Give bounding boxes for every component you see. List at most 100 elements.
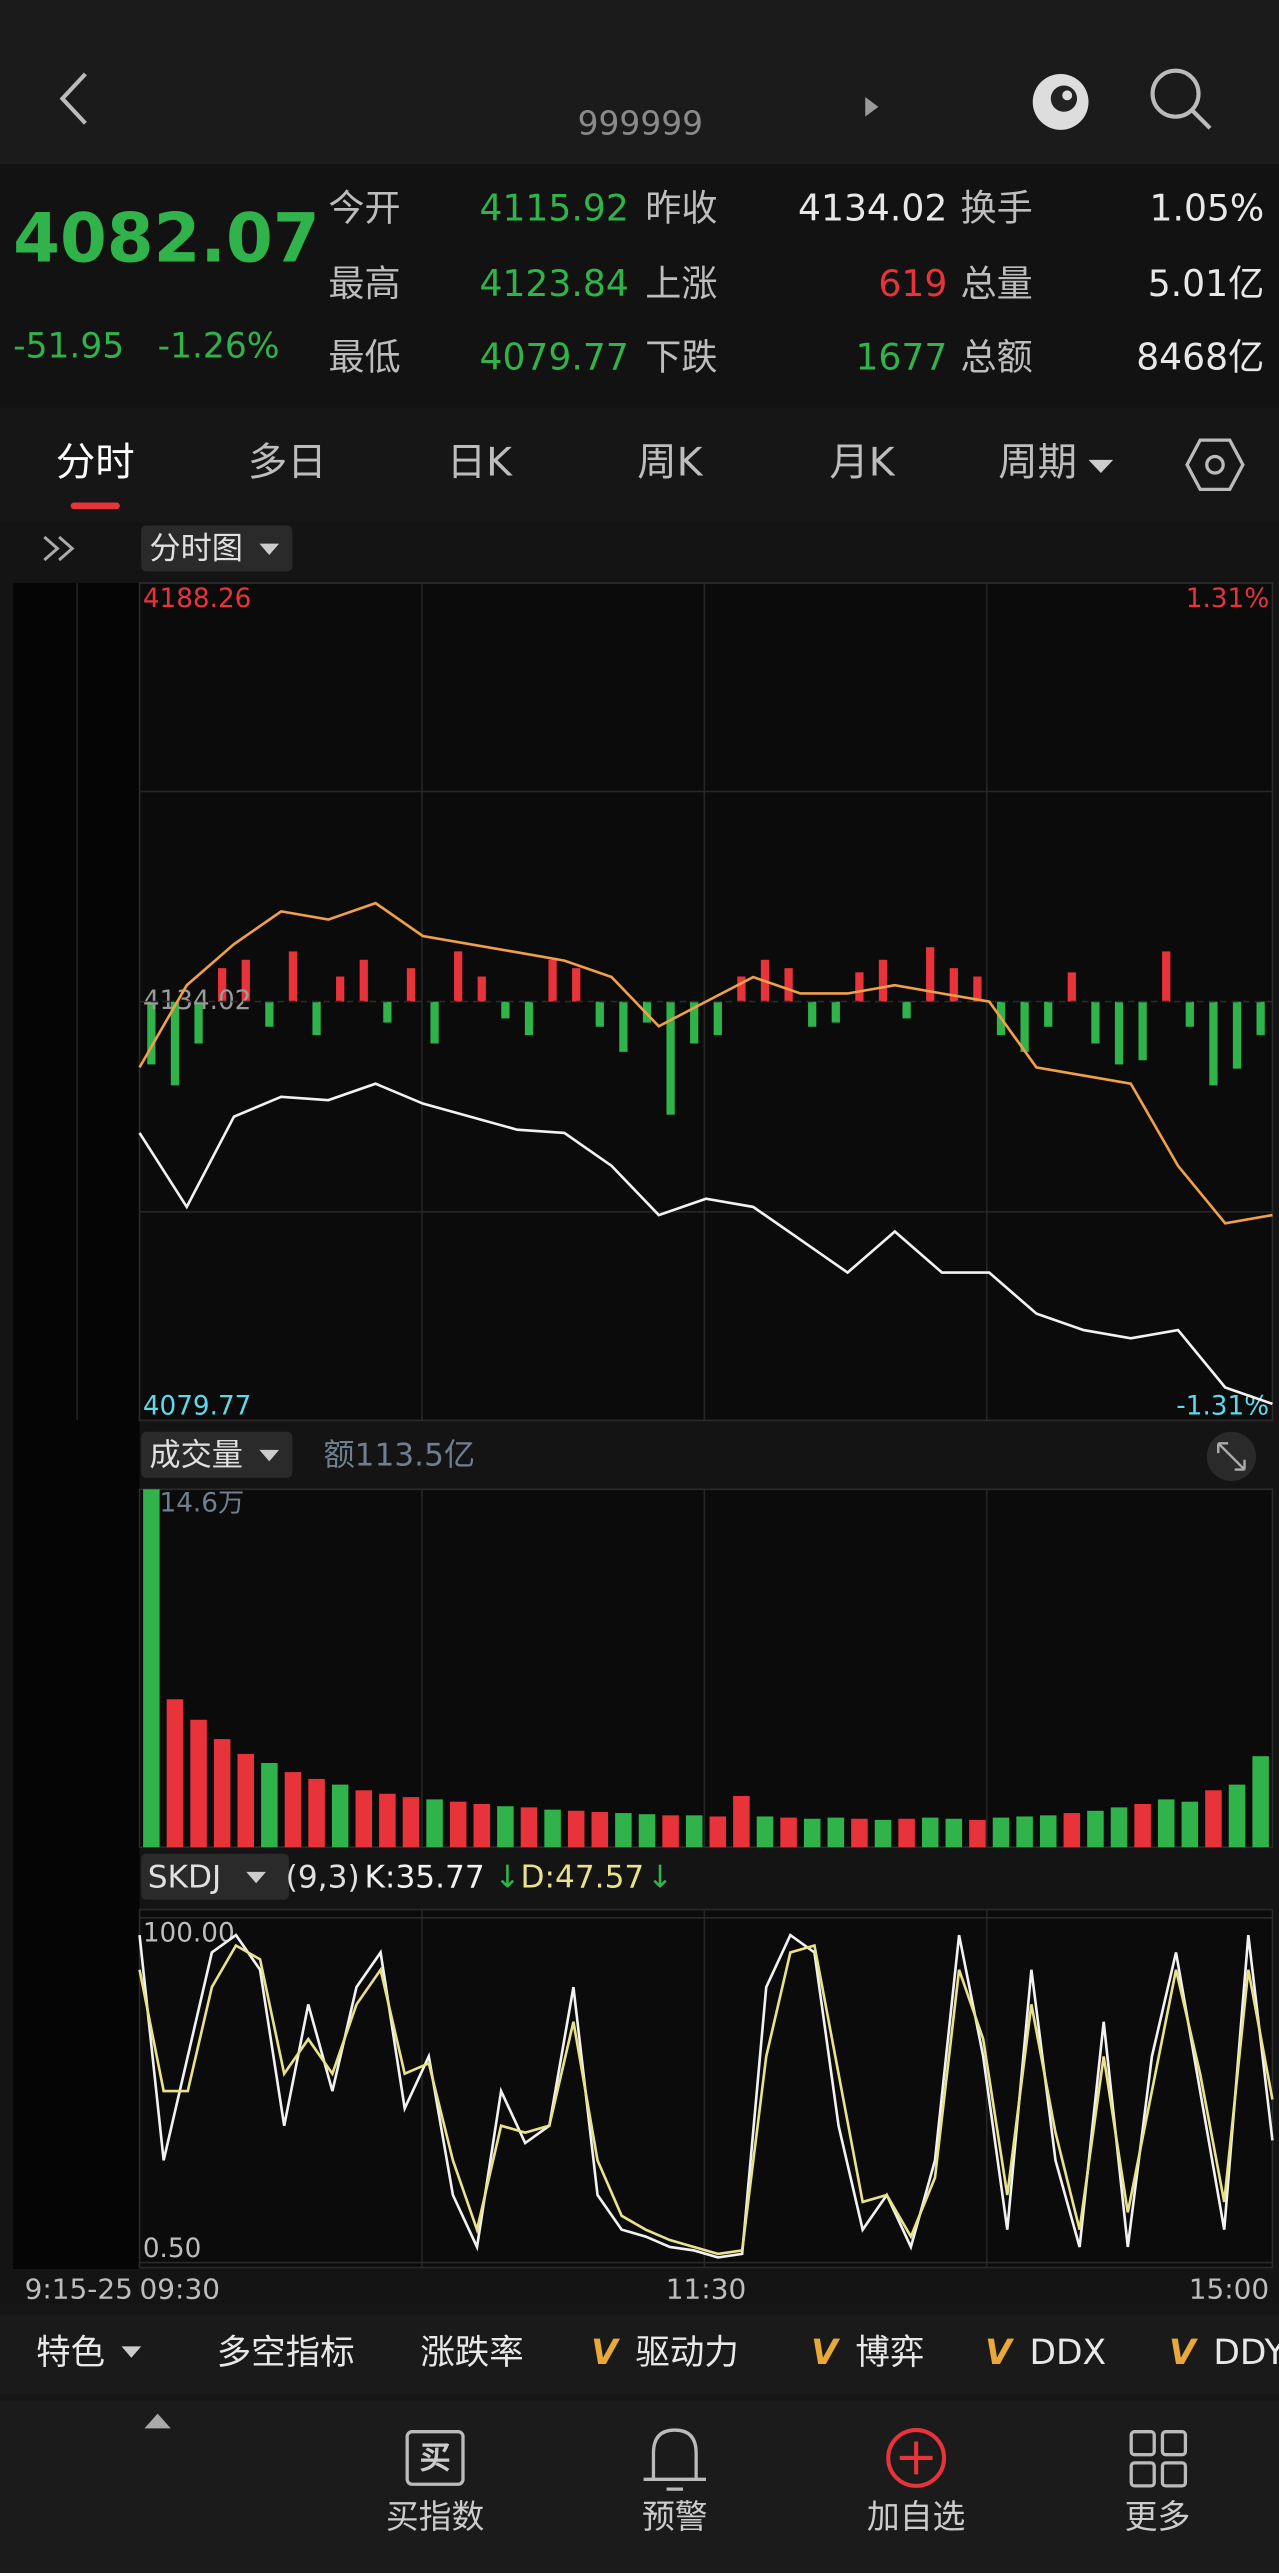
indicator-item[interactable]: 涨跌率 (420, 2333, 523, 2373)
bar (567, 1810, 585, 1848)
field-label: 总额 (960, 336, 1032, 379)
field-label: 上涨 (645, 262, 717, 305)
bar (855, 972, 864, 1002)
dropdown-arrow (246, 1871, 266, 1884)
nav-item[interactable]: 预警 (642, 2498, 708, 2536)
back-button[interactable] (59, 72, 87, 125)
y-tick-label: 4079.77 (143, 1392, 252, 1422)
bar (1228, 1784, 1246, 1848)
nav-item[interactable]: 买指数 (386, 2498, 484, 2536)
next-arrow[interactable] (865, 96, 879, 117)
tab[interactable]: 多日 (248, 439, 327, 485)
volume-tool-button[interactable] (141, 1431, 293, 1478)
tab[interactable]: 分时 (56, 439, 135, 485)
bar (312, 1001, 321, 1036)
bar (1091, 1001, 1100, 1044)
bar (402, 1797, 420, 1848)
price-change-pct: -1.26% (158, 327, 280, 367)
bar (1232, 1001, 1242, 1069)
bar (831, 1001, 840, 1023)
bar (406, 968, 416, 1002)
time-label: 11:30 (666, 2272, 746, 2305)
fullscreen-button[interactable] (1206, 1431, 1257, 1482)
bar (170, 1001, 180, 1086)
settings-icon[interactable] (1185, 438, 1245, 492)
bar (355, 1790, 373, 1848)
chart-tool-button[interactable] (141, 525, 293, 572)
bar (969, 1819, 986, 1848)
bar (166, 1699, 184, 1848)
indicator-item[interactable]: 多空指标 (217, 2333, 355, 2373)
bar (1209, 1001, 1218, 1086)
bar (190, 1719, 207, 1848)
series-line (138, 1082, 1273, 1406)
nav-item[interactable]: 加自选 (867, 2498, 965, 2536)
tab[interactable]: 周期 (998, 439, 1077, 485)
nav-item[interactable]: 更多 (1125, 2498, 1191, 2536)
bar (595, 1001, 604, 1027)
bar (477, 976, 486, 1002)
robot-icon[interactable] (1032, 73, 1089, 130)
tab[interactable]: 日K (447, 439, 513, 485)
indicator-item[interactable]: 驱动力 (635, 2333, 738, 2373)
more-icon (1129, 2430, 1188, 2488)
bar (430, 1001, 439, 1044)
field-value: 1.05% (1150, 186, 1265, 229)
bar (733, 1795, 750, 1848)
bar (949, 968, 958, 1002)
volume-grid (421, 1489, 988, 1848)
bar (1162, 951, 1171, 1002)
dropdown-arrow (259, 1449, 280, 1462)
badge: V (811, 2333, 840, 2373)
tab[interactable]: 周K (637, 439, 703, 485)
bar (308, 1778, 325, 1848)
bar (1256, 1001, 1265, 1036)
bar (926, 947, 935, 1002)
bar (359, 959, 368, 1002)
quote-fields: 今开 4115.92 昨收 4134.02 换手 1.05% 最高 4123.84 上涨 619 总… (328, 186, 1264, 378)
stock-code: 999999 (578, 104, 703, 142)
y2-tick-label: 1.31% (1186, 584, 1269, 614)
bar (1205, 1790, 1222, 1848)
field-label: 总量 (960, 262, 1032, 305)
bar (1185, 1001, 1194, 1027)
tab-bar (0, 410, 1279, 519)
badge: V (1169, 2333, 1198, 2373)
skdj-tool-button[interactable] (141, 1853, 289, 1900)
indicator-item[interactable]: DDX (1029, 2333, 1106, 2373)
bar (1114, 1001, 1124, 1065)
badge: V (985, 2333, 1014, 2373)
bar (143, 1489, 160, 1848)
y-tick-label: 100.00 (143, 1919, 235, 1949)
volume-chart-frame (138, 1488, 1274, 1849)
search-icon[interactable] (1150, 68, 1212, 130)
bar (147, 1001, 156, 1065)
collapse-arrow[interactable] (144, 2413, 171, 2429)
y-tick-label: 0.50 (143, 2234, 201, 2264)
bar (1039, 1815, 1057, 1848)
bar (619, 1001, 628, 1052)
field-label: 最低 (328, 336, 400, 379)
period-dropdown-arrow (1088, 459, 1114, 473)
bar (1157, 1799, 1175, 1848)
field-label: 最高 (328, 262, 400, 305)
bar (756, 1816, 774, 1848)
nav-items: 买指数 预警 加自选 更多 (386, 2498, 1190, 2536)
bar (1181, 1801, 1199, 1848)
expand-panel[interactable] (43, 535, 75, 562)
chart-tool-label: 分时图 (149, 531, 243, 567)
bar (548, 959, 557, 1002)
bar (497, 1806, 514, 1848)
bottom-nav (0, 2400, 1279, 2573)
skdj-chart-frame (138, 1908, 1274, 2269)
tab[interactable]: 月K (829, 439, 895, 485)
bar (194, 1001, 203, 1044)
bar (690, 1001, 699, 1044)
field-label: 换手 (960, 186, 1032, 229)
bar (1063, 1813, 1081, 1848)
indicator-item[interactable]: 博弈 (855, 2333, 924, 2373)
indicator-toolbar (0, 2315, 1279, 2394)
indicator-item[interactable]: DDY (1213, 2333, 1279, 2373)
indicator-item[interactable]: 特色 (36, 2333, 105, 2373)
